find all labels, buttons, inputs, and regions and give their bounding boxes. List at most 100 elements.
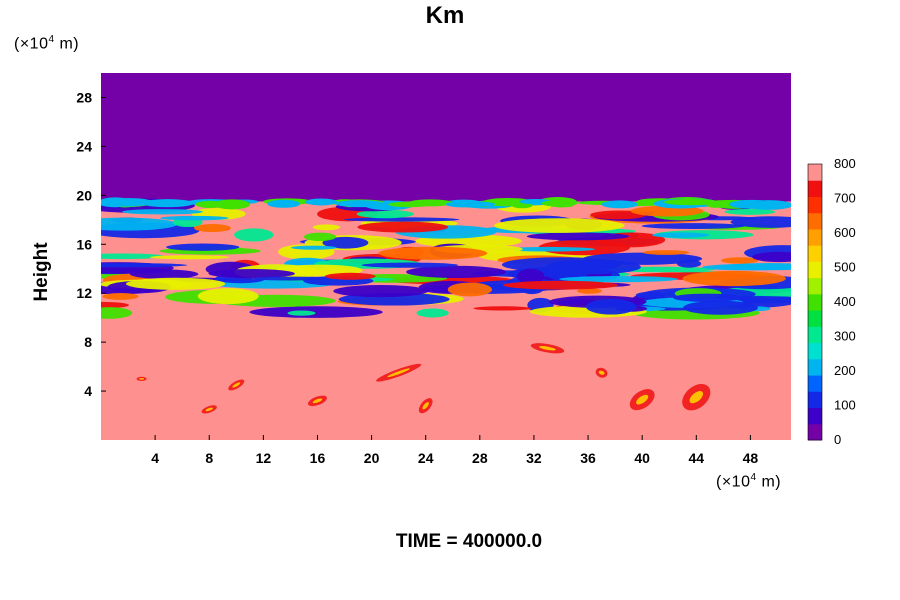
turbulence-streak [641,223,745,229]
y-axis-unit: (×104 m) [14,34,80,53]
colorbar-swatch [808,310,822,327]
turbulence-streak [526,232,630,241]
turbulence-streak [333,285,428,298]
colorbar-swatch [808,180,822,197]
turbulence-streak [234,228,274,242]
turbulence-streak [720,257,759,264]
x-tick-label: 12 [256,450,272,466]
x-axis-unit: (×104 m) [716,472,782,491]
x-tick-label: 24 [418,450,434,466]
edge-streak [407,199,453,207]
colorbar-swatch [808,423,822,441]
x-tick-label: 36 [580,450,596,466]
turbulence-streak [642,250,690,255]
edge-streak [461,202,483,208]
x-tick-label: 48 [743,450,759,466]
time-label: TIME = 400000.0 [395,531,543,552]
colorbar-swatch [808,375,822,392]
turbulence-streak [312,224,341,231]
edge-streak [541,200,578,207]
turbulence-streak [730,216,791,228]
turbulence-streak [559,276,679,283]
turbulence-streak [724,208,776,215]
edge-streak [482,197,534,207]
x-tick-label: 8 [205,450,213,466]
plot-area [101,73,791,440]
turbulence-streak [129,269,199,279]
y-tick-label: 16 [76,236,92,252]
edge-streak [663,198,719,206]
colorbar-swatch [808,261,822,279]
colorbar-swatch [808,164,822,181]
turbulence-streak [702,264,791,271]
turbulence-streak [357,221,449,233]
turbulence-streak [291,245,337,250]
edge-streak [335,200,384,208]
edge-streak [148,199,190,206]
colorbar-tick-label: 0 [834,432,841,447]
colorbar-tick-label: 100 [834,398,856,413]
turbulence-streak [193,224,231,233]
colorbar-tick-label: 200 [834,363,856,378]
turbulence-streak [324,272,376,280]
x-tick-label: 4 [151,450,159,466]
turbulence-streak [122,209,203,215]
edge-streak [267,199,301,208]
colorbar-tick-label: 800 [834,156,856,171]
y-tick-label: 20 [76,187,92,203]
turbulence-streak [287,310,316,316]
x-tick-label: 40 [634,450,650,466]
turbulence-streak [101,253,165,260]
turbulence-streak [673,293,742,302]
turbulence-streak [378,246,488,260]
x-tick-label: 32 [526,450,542,466]
turbulence-streak [343,217,460,222]
x-tick-label: 28 [472,450,488,466]
turbulence-streak [586,299,637,315]
colorbar-swatch [808,358,822,376]
turbulence-streak [102,292,139,300]
colorbar-tick-label: 400 [834,294,856,309]
y-axis: 4 8 12 16 20 24 28 [76,89,106,399]
x-tick-label: 20 [364,450,380,466]
turbulence-streak [303,232,337,242]
lower-streak-core [689,391,704,404]
x-tick-label: 44 [689,450,705,466]
turbulence-streak [249,306,383,318]
y-tick-label: 8 [84,334,92,350]
turbulence-streak [125,277,226,290]
lower-streak-core [422,402,429,410]
upper-layer-field [101,73,791,202]
turbulence-streak [101,307,133,319]
colorbar-frame [807,163,823,441]
turbulence-streak [501,257,621,273]
y-tick-label: 12 [76,285,92,301]
turbulence-streak [101,263,188,268]
turbulence-streak [166,243,240,251]
y-tick-label: 24 [76,138,92,154]
turbulence-streak [361,262,459,268]
colorbar-swatch [808,228,822,246]
turbulence-streak [473,306,532,311]
lower-streaks [136,343,711,414]
colorbar-tick-label: 600 [834,225,856,240]
turbulence-streak [652,232,710,238]
colorbar-tick-label: 500 [834,260,856,275]
turbulence-streak [682,270,786,287]
turbulence-streak [356,209,414,219]
turbulence-streak [406,265,507,278]
edge-streak [305,198,338,206]
colorbar-swatch [808,342,822,360]
turbulence-streak [576,288,602,294]
turbulence-streak [752,251,791,263]
x-tick-label: 16 [310,450,326,466]
colorbar-swatch [808,407,822,425]
edge-streak [107,200,138,207]
turbulence-streak [447,282,493,297]
lower-streak-core [312,398,323,404]
colorbar-swatch [808,277,822,295]
edge-streak [601,200,638,209]
lower-streak-core [387,368,410,378]
turbulence-streak [676,259,702,268]
